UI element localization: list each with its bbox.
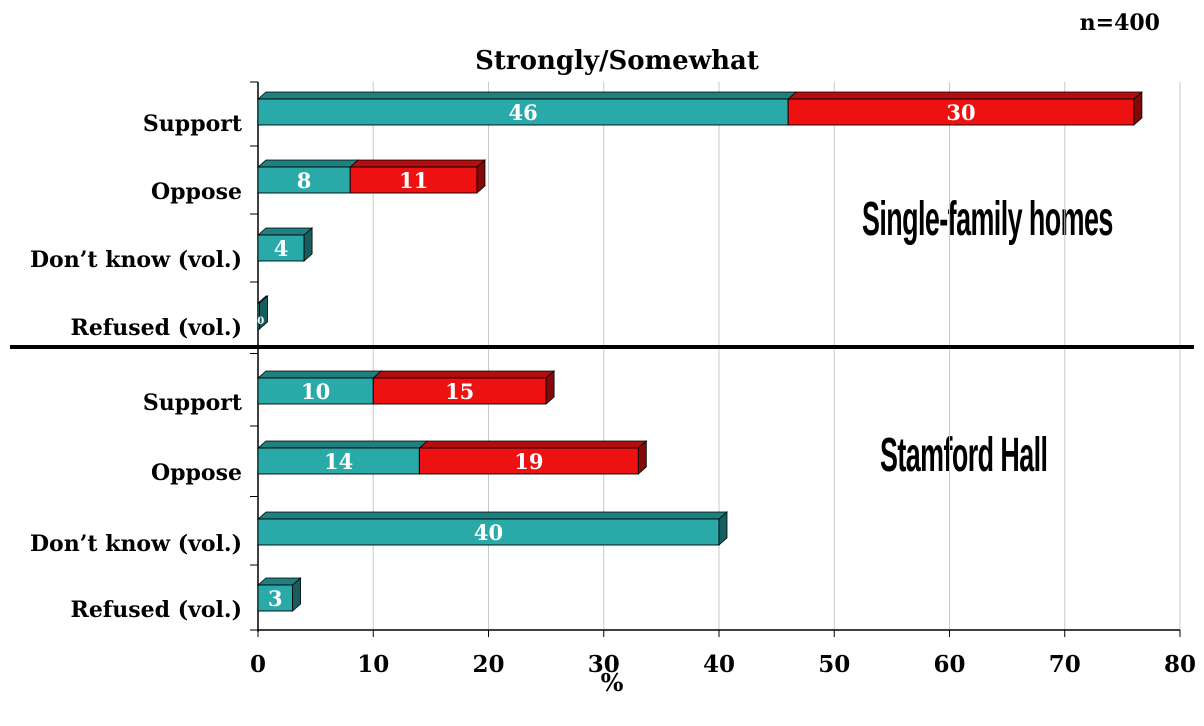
bar-side-face — [259, 295, 268, 330]
bar-strongly — [256, 91, 798, 126]
x-tick-label: 10 — [357, 651, 389, 678]
data-label-strongly: 40 — [474, 520, 503, 545]
bar-front-face — [349, 166, 478, 194]
bar-strongly — [256, 511, 729, 546]
bar-top-face — [418, 440, 648, 449]
bar-front-face — [787, 98, 1135, 126]
data-label-somewhat: 30 — [946, 100, 975, 125]
category-label: Don’t know (vol.) — [30, 247, 242, 273]
bar-front-face — [257, 584, 294, 612]
category-label: Don’t know (vol.) — [30, 531, 242, 557]
chart-title: Strongly/Somewhat — [475, 46, 759, 76]
x-tick-label: 60 — [933, 651, 965, 678]
data-label-somewhat: 11 — [399, 168, 428, 193]
bar-front-face — [257, 377, 374, 405]
bar-front-face — [372, 377, 547, 405]
x-tick-label: 0 — [250, 651, 266, 678]
sample-size-note: n=400 — [1079, 10, 1160, 36]
data-label-strongly: 10 — [301, 379, 330, 404]
category-label: Refused (vol.) — [71, 597, 242, 623]
data-label-strongly: 14 — [324, 449, 353, 474]
bar-front-face — [418, 447, 639, 475]
bar-somewhat — [787, 91, 1143, 126]
bar-side-face — [292, 577, 301, 612]
bar-top-face — [349, 159, 487, 168]
bar-front-face — [257, 518, 720, 546]
bar-front-face — [257, 234, 305, 262]
bar-top-face — [256, 511, 729, 520]
bar-side-face — [545, 370, 555, 405]
bar-strongly — [256, 440, 429, 475]
data-label-strongly: 0 — [257, 316, 264, 327]
data-label-strongly: 4 — [274, 236, 289, 261]
bar-top-face — [256, 227, 314, 236]
bar-side-face — [303, 227, 313, 262]
x-axis-label: % — [600, 668, 624, 697]
category-label: Oppose — [151, 460, 242, 486]
category-label: Oppose — [151, 179, 242, 205]
data-label-somewhat: 15 — [445, 379, 474, 404]
x-tick-label: 20 — [472, 651, 504, 678]
data-label-somewhat: 19 — [514, 449, 543, 474]
bar-side-face — [476, 159, 486, 194]
bar-top-face — [372, 370, 556, 379]
panel-label-stamford-hall: Stamford Hall — [880, 429, 1048, 482]
bar-strongly — [256, 227, 314, 262]
x-tick-label: 80 — [1164, 651, 1196, 678]
bar-top-face — [256, 440, 429, 449]
x-tick-label: 40 — [703, 651, 735, 678]
bar-strongly — [256, 370, 383, 405]
x-tick-label: 70 — [1049, 651, 1081, 678]
category-label: Support — [143, 390, 243, 416]
data-label-strongly: 8 — [297, 168, 312, 193]
panel-label-single-family: Single-family homes — [862, 193, 1113, 246]
bar-side-face — [718, 511, 728, 546]
bar-somewhat — [349, 159, 487, 194]
bar-somewhat — [372, 370, 556, 405]
bar-front-face — [257, 166, 351, 194]
bar-side-face — [1133, 91, 1143, 126]
bar-top-face — [787, 91, 1143, 100]
bar-top-face — [256, 91, 798, 100]
data-label-strongly: 3 — [268, 586, 283, 611]
bar-top-face — [256, 370, 383, 379]
bar-somewhat — [418, 440, 648, 475]
x-tick-label: 50 — [818, 651, 850, 678]
bar-front-face — [257, 98, 789, 126]
category-label: Refused (vol.) — [71, 315, 242, 341]
bar-strongly — [256, 159, 360, 194]
category-label: Support — [143, 111, 243, 137]
bar-top-face — [256, 159, 360, 168]
bar-strongly — [256, 577, 302, 612]
bar-front-face — [257, 447, 420, 475]
x-tick-label: 30 — [588, 651, 620, 678]
bar-side-face — [637, 440, 647, 475]
data-label-strongly: 46 — [508, 100, 537, 125]
